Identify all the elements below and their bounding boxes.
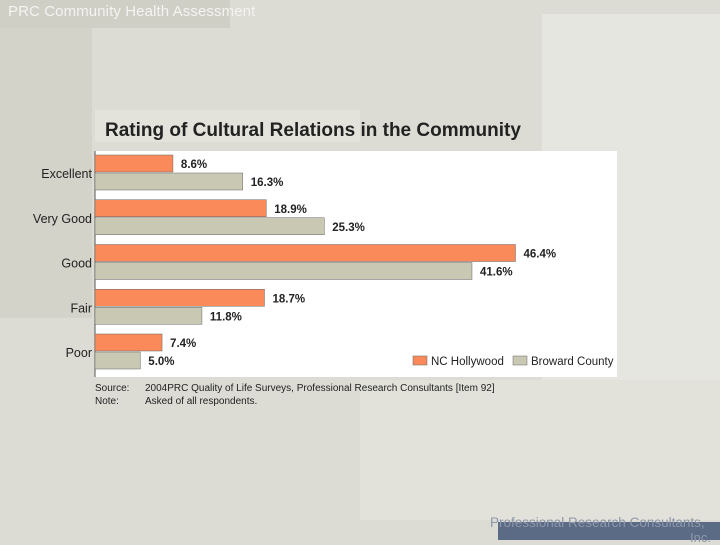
legend-swatch — [512, 355, 528, 366]
background-block — [0, 0, 230, 28]
bar-broward-county — [94, 307, 203, 325]
category-label: Very Good — [33, 212, 92, 226]
note-text: Asked of all respondents. — [145, 396, 258, 407]
data-label: 5.0% — [148, 356, 174, 368]
data-label: 8.6% — [181, 159, 207, 171]
bar-nc-hollywood — [94, 199, 267, 217]
bar-broward-county — [94, 351, 141, 370]
deck-title: PRC Community Health Assessment — [8, 3, 256, 20]
data-label: 11.8% — [210, 311, 242, 323]
note-label: Note: — [95, 396, 119, 407]
footer-bar — [498, 522, 720, 540]
category-label: Excellent — [41, 167, 92, 181]
category-label: Poor — [66, 346, 92, 360]
chart-title: Rating of Cultural Relations in the Comm… — [105, 120, 521, 141]
data-label: 18.7% — [272, 293, 305, 305]
bar-nc-hollywood — [94, 154, 174, 173]
legend-label: NC Hollywood — [431, 356, 504, 368]
data-label: 25.3% — [332, 222, 365, 234]
background-block — [95, 110, 360, 142]
background-block — [0, 28, 92, 318]
source-text: 2004PRC Quality of Life Surveys, Profess… — [145, 383, 495, 394]
source-label: Source: — [95, 383, 130, 394]
legend-swatch — [412, 355, 428, 366]
bar-nc-hollywood — [94, 333, 163, 352]
background-block — [360, 380, 720, 520]
bar-broward-county — [94, 262, 473, 280]
data-label: 41.6% — [480, 267, 513, 279]
data-label: 16.3% — [251, 177, 284, 189]
data-label: 46.4% — [523, 249, 556, 261]
data-label: 18.9% — [274, 204, 307, 216]
data-label: 7.4% — [170, 338, 196, 350]
bar-broward-county — [94, 172, 243, 191]
legend-label: Broward County — [531, 356, 614, 368]
category-label: Good — [61, 257, 92, 271]
footer-company: Professional Research Consultants, — [490, 515, 705, 530]
category-label: Fair — [70, 301, 92, 315]
bar-nc-hollywood — [94, 289, 265, 307]
bar-nc-hollywood — [94, 244, 516, 262]
bar-broward-county — [94, 217, 325, 235]
footer-company-suffix: Inc. — [690, 530, 711, 545]
